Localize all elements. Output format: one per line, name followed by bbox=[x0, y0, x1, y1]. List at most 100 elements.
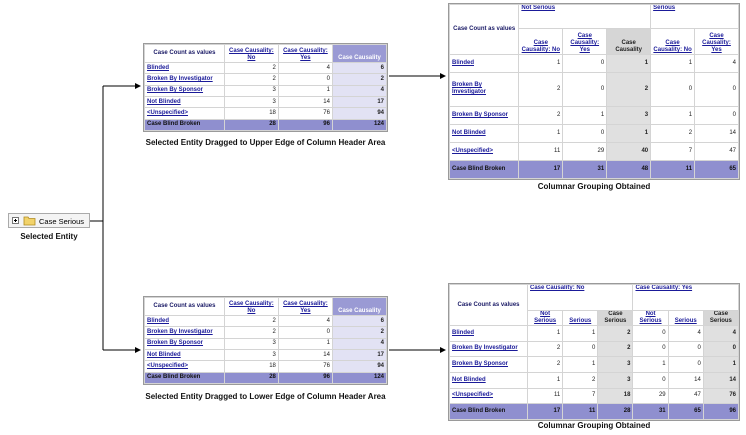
cell-value: 0 bbox=[650, 72, 696, 107]
cell-value: 4 bbox=[331, 84, 388, 97]
cell-value: 0 bbox=[277, 326, 333, 339]
column-header[interactable]: Not Serious bbox=[632, 310, 669, 326]
cell-value: 48 bbox=[606, 159, 652, 180]
group-header[interactable]: Not Serious bbox=[518, 4, 652, 29]
data-row: Not Blinded 3 14 17 bbox=[144, 348, 388, 362]
cell-value: 2 bbox=[527, 356, 564, 373]
column-header: Case Causality bbox=[331, 44, 388, 63]
cell-value: 76 bbox=[702, 387, 740, 405]
row-label[interactable]: Blinded bbox=[448, 325, 529, 342]
group-header[interactable]: Serious bbox=[650, 4, 739, 29]
row-label[interactable]: Blinded bbox=[144, 61, 225, 75]
data-row: Not Blinded 1 2 3 0 14 14 bbox=[448, 371, 740, 389]
cell-value: 17 bbox=[527, 403, 564, 420]
grid: Case Count as values Case Causality: No Ca… bbox=[448, 284, 740, 420]
cell-value: 1 bbox=[527, 325, 564, 342]
cell-value: 124 bbox=[331, 118, 388, 132]
column-header[interactable]: Serious bbox=[667, 310, 704, 326]
row-label[interactable]: Broken By Investigator bbox=[144, 326, 225, 339]
cell-value: 4 bbox=[667, 325, 704, 342]
data-row: <Unspecified> 18 76 94 bbox=[144, 360, 388, 373]
cell-value: 2 bbox=[223, 314, 279, 328]
cell-value: 0 bbox=[632, 325, 669, 342]
row-label[interactable]: Not Blinded bbox=[144, 95, 225, 109]
column-header[interactable]: Not Serious bbox=[527, 310, 564, 326]
cell-value: 0 bbox=[694, 72, 739, 107]
cell-value: 0 bbox=[694, 105, 739, 125]
total-row: Case Blind Broken 28 96 124 bbox=[144, 371, 388, 385]
cell-value: 1 bbox=[562, 105, 608, 125]
cell-value: 14 bbox=[667, 371, 704, 389]
header-row: Not Serious Serious Case Serious Not Seriou… bbox=[450, 310, 740, 326]
column-header: Case Causality bbox=[331, 297, 388, 316]
row-label[interactable]: Blinded bbox=[448, 53, 520, 74]
cell-value: 2 bbox=[562, 371, 599, 389]
cell-value: 11 bbox=[650, 159, 696, 180]
column-header[interactable]: Serious bbox=[562, 310, 599, 326]
data-row: <Unspecified> 11 7 18 29 47 76 bbox=[448, 387, 740, 405]
data-row: Broken By Investigator 2 0 2 0 0 0 bbox=[448, 340, 740, 358]
cell-value: 1 bbox=[527, 371, 564, 389]
cell-value: 14 bbox=[702, 371, 740, 389]
cell-value: 2 bbox=[223, 326, 279, 339]
column-header[interactable]: Case Causality: Yes bbox=[562, 28, 608, 55]
cell-value: 2 bbox=[331, 73, 388, 86]
cell-value: 11 bbox=[527, 387, 564, 405]
cell-value: 0 bbox=[632, 371, 669, 389]
cell-value: 1 bbox=[632, 356, 669, 373]
cell-value: 4 bbox=[331, 337, 388, 350]
cell-value: 1 bbox=[650, 53, 696, 74]
column-header[interactable]: Case Causality: No bbox=[518, 28, 564, 55]
cell-value: 94 bbox=[331, 107, 388, 120]
row-label[interactable]: Broken By Sponsor bbox=[144, 337, 225, 350]
column-header[interactable]: Case Causality: No bbox=[223, 297, 279, 316]
data-row: Broken By Sponsor 2 1 3 1 0 bbox=[448, 105, 739, 125]
pivot-table: Case Count as values Case Causality: No Ca… bbox=[143, 296, 388, 385]
row-label[interactable]: Not Blinded bbox=[448, 371, 529, 389]
group-header[interactable]: Case Causality: Yes bbox=[632, 284, 739, 311]
column-header[interactable]: Case Causality: No bbox=[223, 44, 279, 63]
row-label[interactable]: Broken By Investigator bbox=[144, 73, 225, 86]
cell-value: 3 bbox=[597, 356, 634, 373]
entity-caption: Selected Entity bbox=[20, 232, 78, 241]
row-label[interactable]: Broken By Sponsor bbox=[448, 356, 529, 373]
table-caption: Selected Entity Dragged to Upper Edge of… bbox=[145, 138, 386, 147]
row-label[interactable]: Broken By Sponsor bbox=[448, 105, 520, 125]
group-header[interactable]: Case Causality: No bbox=[527, 284, 634, 311]
row-label: Case Blind Broken bbox=[144, 118, 225, 132]
column-header[interactable]: Case Causality: Yes bbox=[277, 297, 333, 316]
cell-value: 40 bbox=[606, 141, 652, 161]
cell-value: 2 bbox=[606, 72, 652, 107]
row-label[interactable]: Not Blinded bbox=[448, 123, 520, 143]
row-label[interactable]: Broken By Investigator bbox=[448, 340, 529, 358]
column-header[interactable]: Case Causality: No bbox=[650, 28, 696, 55]
column-header[interactable]: Case Causality: Yes bbox=[694, 28, 739, 55]
row-label[interactable]: <Unspecified> bbox=[448, 141, 520, 161]
cell-value: 2 bbox=[223, 61, 279, 75]
data-row: Broken By Investigator 2 0 2 0 0 bbox=[448, 72, 739, 107]
row-label[interactable]: <Unspecified> bbox=[144, 107, 225, 120]
row-label[interactable]: Broken By Sponsor bbox=[144, 84, 225, 97]
column-header: Case Causality bbox=[606, 28, 652, 55]
cell-value: 96 bbox=[702, 403, 740, 420]
entity-box[interactable]: Case Serious bbox=[8, 213, 90, 228]
cell-value: 3 bbox=[606, 105, 652, 125]
cell-value: 1 bbox=[518, 123, 564, 143]
row-label[interactable]: <Unspecified> bbox=[144, 360, 225, 373]
cell-value: 1 bbox=[562, 356, 599, 373]
table-caption: Selected Entity Dragged to Lower Edge of… bbox=[145, 392, 386, 401]
column-header[interactable]: Case Causality: Yes bbox=[277, 44, 333, 63]
cell-value: 76 bbox=[277, 360, 333, 373]
row-label[interactable]: Broken By Investigator bbox=[448, 72, 520, 107]
cell-value: 96 bbox=[277, 118, 333, 132]
data-row: Blinded 2 4 6 bbox=[144, 61, 388, 75]
data-row: Not Blinded 3 14 17 bbox=[144, 95, 388, 109]
row-label[interactable]: Blinded bbox=[144, 314, 225, 328]
row-label[interactable]: Not Blinded bbox=[144, 348, 225, 362]
cell-value: 17 bbox=[331, 95, 388, 109]
row-label[interactable]: <Unspecified> bbox=[448, 387, 529, 405]
corner-label: Case Count as values bbox=[448, 4, 520, 55]
cell-value: 1 bbox=[562, 325, 599, 342]
